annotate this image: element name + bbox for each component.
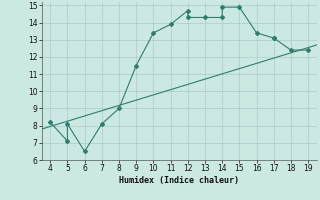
X-axis label: Humidex (Indice chaleur): Humidex (Indice chaleur) [119, 176, 239, 185]
